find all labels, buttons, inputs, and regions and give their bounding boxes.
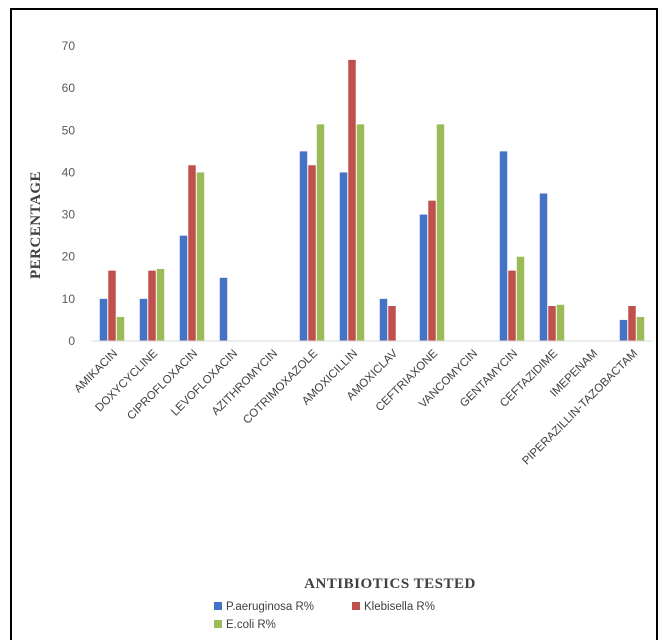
bar-2-6: [308, 165, 316, 341]
bar-2-9: [428, 200, 436, 341]
bar-1-1: [99, 298, 108, 341]
y-tick-label: 50: [62, 123, 76, 137]
bar-1-9: [419, 214, 428, 341]
bar-2-3: [188, 165, 196, 341]
bar-1-14: [619, 319, 628, 341]
bar-1-12: [539, 193, 548, 341]
y-tick-label: 60: [62, 81, 76, 95]
y-tick-label: 20: [62, 250, 76, 264]
bar-3-3: [196, 172, 205, 341]
bars: [99, 59, 645, 342]
y-tick-label: 40: [62, 165, 76, 179]
bar-1-11: [499, 151, 508, 341]
y-tick-label: 0: [68, 334, 75, 348]
x-axis-title: ANTIBIOTICS TESTED: [304, 576, 476, 592]
bar-1-3: [179, 235, 188, 341]
y-axis-title: PERCENTAGE: [28, 171, 44, 279]
bar-3-6: [316, 124, 325, 341]
legend-label: P.aeruginosa R%: [226, 601, 314, 613]
legend-swatch: [352, 602, 360, 610]
bar-3-9: [436, 124, 445, 341]
legend-label: Klebisella R%: [364, 601, 435, 613]
bar-3-7: [356, 124, 365, 341]
category-label: CIPROFLOXACIN: [125, 348, 200, 423]
legend: P.aeruginosa R% Klebisella R% E.coli R%: [214, 601, 435, 631]
bar-2-12: [548, 306, 556, 341]
legend-swatch: [214, 602, 222, 610]
y-axis-ticks: 0 10 20 30 40 50 60 70: [62, 39, 76, 348]
category-labels: AMIKACINDOXYCYCLINECIPROFLOXACINLEVOFLOX…: [72, 347, 640, 467]
y-tick-label: 70: [62, 39, 76, 53]
bar-2-2: [148, 270, 156, 341]
chart-frame: 0 10 20 30 40 50 60 70 AMIKACIN DOXYCYCLINE CIPRO…: [10, 8, 658, 640]
bar-2-8: [388, 306, 396, 341]
y-tick-label: 30: [62, 208, 76, 222]
legend-swatch: [214, 620, 222, 628]
bar-3-12: [556, 304, 565, 341]
bar-1-4: [219, 277, 228, 341]
bar-1-7: [339, 172, 348, 341]
bar-3-14: [636, 316, 645, 341]
bar-3-1: [116, 316, 125, 341]
bar-3-11: [516, 256, 525, 341]
y-tick-label: 10: [62, 292, 76, 306]
bar-1-6: [299, 151, 308, 341]
bar-2-1: [108, 270, 116, 341]
bar-2-7: [348, 59, 356, 342]
bar-1-2: [139, 298, 148, 341]
bar-chart: 0 10 20 30 40 50 60 70 AMIKACINDOXYCYCLINECIPRO…: [28, 39, 652, 631]
legend-label: E.coli R%: [226, 619, 276, 631]
bar-2-14: [628, 306, 636, 341]
bar-2-11: [508, 270, 516, 341]
category-label: COTRIMOXAZOLE: [241, 347, 320, 426]
bar-3-2: [156, 268, 165, 341]
bar-1-8: [379, 298, 388, 341]
